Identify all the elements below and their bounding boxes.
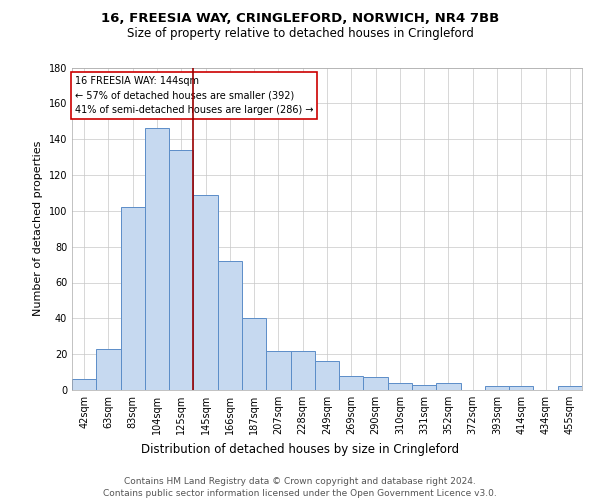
- Bar: [242, 318, 266, 390]
- Bar: [193, 194, 218, 390]
- Bar: [169, 150, 193, 390]
- Bar: [96, 349, 121, 390]
- Bar: [558, 386, 582, 390]
- Text: Distribution of detached houses by size in Cringleford: Distribution of detached houses by size …: [141, 442, 459, 456]
- Bar: [364, 378, 388, 390]
- Text: 16 FREESIA WAY: 144sqm
← 57% of detached houses are smaller (392)
41% of semi-de: 16 FREESIA WAY: 144sqm ← 57% of detached…: [74, 76, 313, 115]
- Bar: [315, 362, 339, 390]
- Text: Contains public sector information licensed under the Open Government Licence v3: Contains public sector information licen…: [103, 489, 497, 498]
- Bar: [485, 386, 509, 390]
- Bar: [290, 350, 315, 390]
- Y-axis label: Number of detached properties: Number of detached properties: [33, 141, 43, 316]
- Bar: [436, 383, 461, 390]
- Text: Size of property relative to detached houses in Cringleford: Size of property relative to detached ho…: [127, 28, 473, 40]
- Bar: [339, 376, 364, 390]
- Bar: [509, 386, 533, 390]
- Bar: [72, 380, 96, 390]
- Bar: [121, 207, 145, 390]
- Bar: [412, 384, 436, 390]
- Bar: [388, 383, 412, 390]
- Text: Contains HM Land Registry data © Crown copyright and database right 2024.: Contains HM Land Registry data © Crown c…: [124, 478, 476, 486]
- Bar: [266, 350, 290, 390]
- Bar: [218, 261, 242, 390]
- Bar: [145, 128, 169, 390]
- Text: 16, FREESIA WAY, CRINGLEFORD, NORWICH, NR4 7BB: 16, FREESIA WAY, CRINGLEFORD, NORWICH, N…: [101, 12, 499, 26]
